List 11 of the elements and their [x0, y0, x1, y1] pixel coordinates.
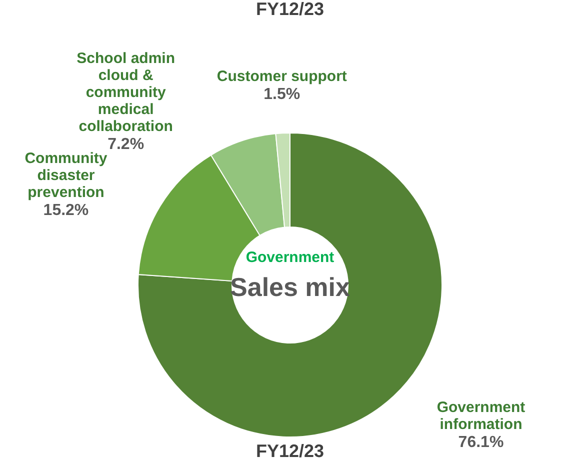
- text: Government: [246, 249, 334, 266]
- slice-label: Community disaster prevention: [24, 150, 108, 202]
- text: FY12/23: [256, 0, 324, 19]
- slice-label: School admin cloud & community medical collaboration: [76, 50, 175, 135]
- slice-label: Customer support: [216, 68, 347, 86]
- data-label: 76.1%: [458, 434, 504, 451]
- data-label: 15.2%: [43, 202, 89, 220]
- slice-label: Government information: [436, 398, 526, 433]
- text: FY12/23: [256, 441, 324, 461]
- data-label: 1.5%: [264, 86, 300, 104]
- data-label: 7.2%: [108, 136, 144, 153]
